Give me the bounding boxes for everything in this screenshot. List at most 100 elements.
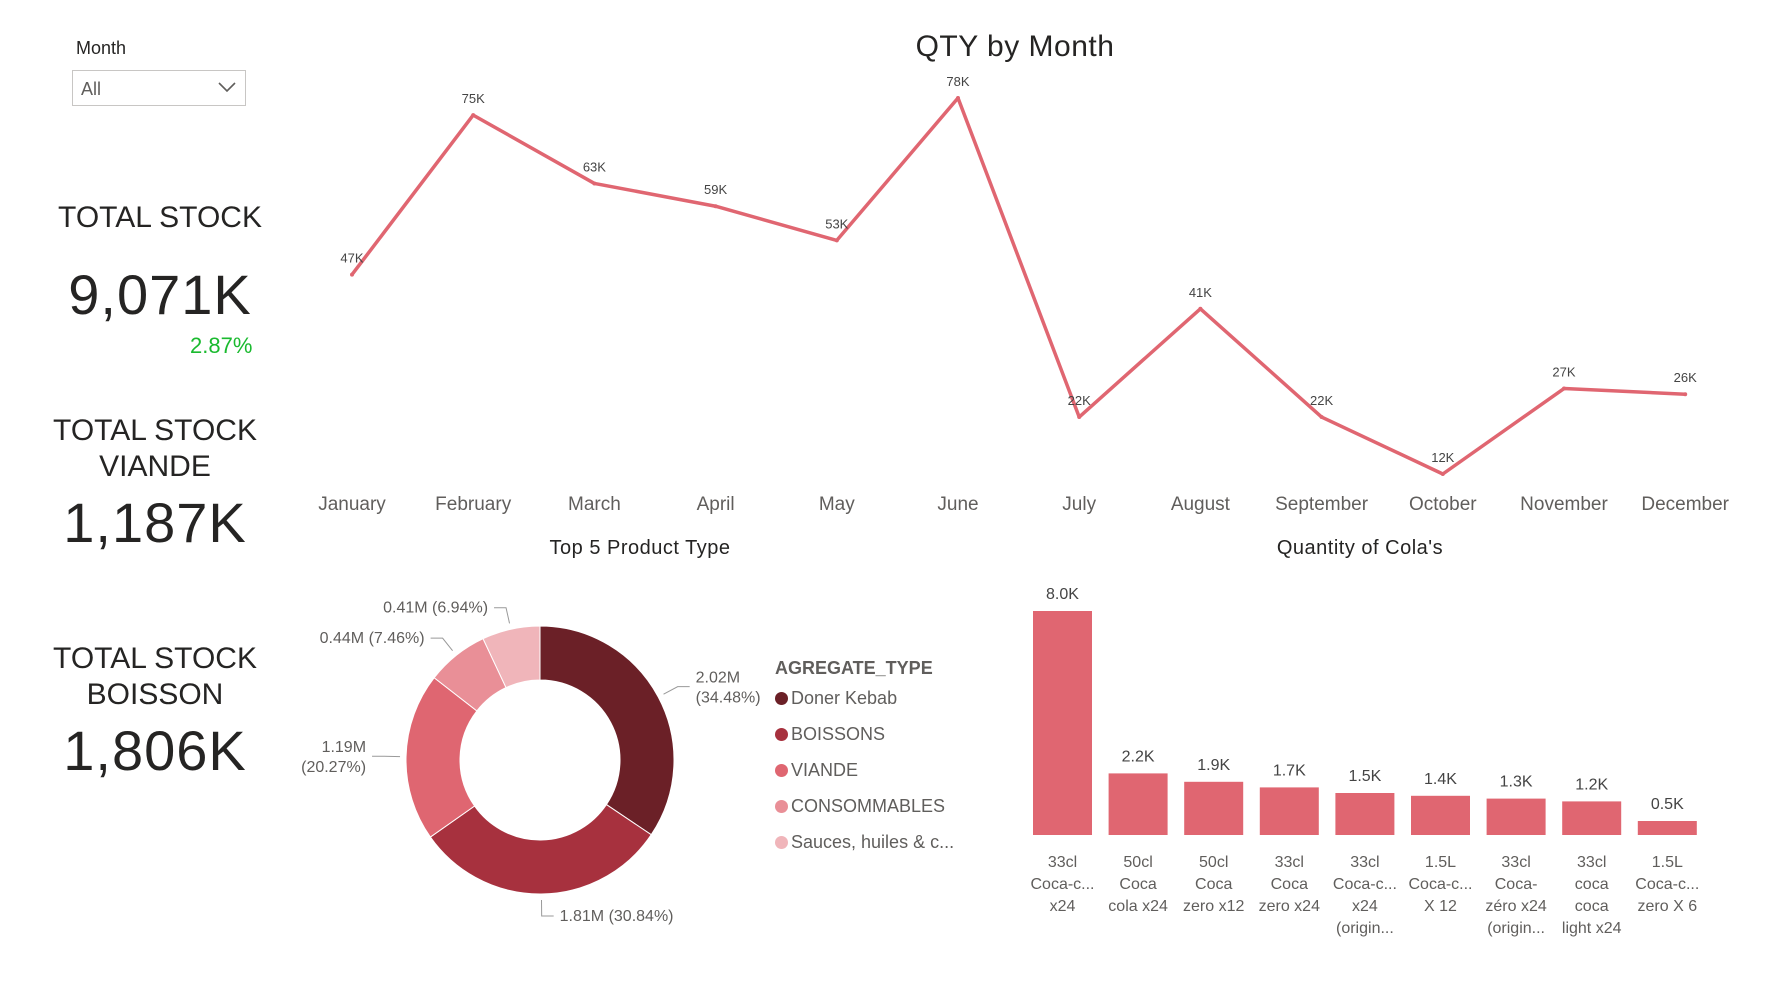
x-axis-tick-label: January: [318, 494, 386, 515]
line-data-label: 78K: [946, 74, 969, 89]
x-axis-tick-label: March: [568, 494, 621, 515]
total-stock-boisson-title: TOTAL STOCK BOISSON: [35, 641, 275, 713]
bar-data-label: 2.2K: [1122, 748, 1155, 765]
cola-bar[interactable]: [1411, 795, 1470, 835]
x-axis-tick-label: July: [1062, 494, 1096, 515]
legend-label: CONSOMMABLES: [791, 796, 946, 816]
cola-bar[interactable]: [1259, 787, 1319, 835]
line-point[interactable]: [713, 204, 718, 209]
legend-label: VIANDE: [791, 760, 859, 780]
line-data-label: 75K: [462, 91, 485, 106]
legend-dot-icon: [775, 836, 788, 849]
total-stock-viande-title-line2: VIANDE: [99, 450, 211, 483]
x-axis-tick-label: September: [1275, 494, 1369, 515]
donut-leader-line: [540, 899, 554, 917]
bar-category-label: 33cl Coca zero x24: [1259, 854, 1320, 915]
legend-label: Sauces, huiles & c...: [791, 832, 955, 852]
line-data-label: 27K: [1552, 365, 1575, 380]
legend-label: BOISSONS: [791, 724, 886, 744]
total-stock-viande-title-line1: TOTAL STOCK: [53, 414, 257, 447]
cola-bar[interactable]: [1184, 781, 1244, 835]
bar-category-label: 1.5L Coca-c... zero X 6: [1635, 854, 1699, 915]
line-data-label: 12K: [1431, 450, 1454, 465]
line-data-label: 26K: [1674, 370, 1697, 385]
total-stock-viande-title: TOTAL STOCK VIANDE: [35, 413, 275, 485]
line-data-label: 63K: [583, 159, 606, 174]
x-axis-tick-label: December: [1641, 494, 1729, 515]
total-stock-boisson-title-line2: BOISSON: [86, 678, 224, 711]
line-point[interactable]: [471, 113, 476, 118]
cola-bar[interactable]: [1562, 801, 1622, 835]
qty-line-series: [350, 96, 1686, 476]
bar-data-label: 1.7K: [1273, 762, 1306, 779]
legend-item[interactable]: Sauces, huiles & c...: [775, 832, 954, 853]
month-slicer-label: Month: [76, 38, 127, 58]
total-stock-value: 9,071K: [68, 263, 252, 326]
top-5-product-type-chart: 2.02M (34.48%) 1.81M (30.84%) 1.19M (20.27%)…: [301, 600, 760, 925]
cola-bar[interactable]: [1637, 821, 1697, 835]
line-data-label: 41K: [1189, 285, 1212, 300]
month-slicer-dropdown[interactable]: All: [72, 70, 246, 106]
bar-category-label: 33cl Coca-c... x24: [1030, 854, 1094, 915]
bar-data-label: 1.5K: [1348, 768, 1381, 785]
bar-data-label: 0.5K: [1651, 796, 1684, 813]
cola-bar[interactable]: [1108, 773, 1168, 835]
bar-data-label: 1.3K: [1500, 774, 1533, 791]
donut-data-label: 0.44M (7.46%): [320, 630, 425, 647]
donut-legend-title: AGREGATE_TYPE: [775, 658, 933, 678]
legend-label: Doner Kebab: [791, 688, 898, 708]
bar-category-label: 33cl Coca-zéro x24 (origin...: [1485, 854, 1546, 937]
line-point[interactable]: [592, 181, 597, 186]
legend-item[interactable]: Doner Kebab: [775, 688, 897, 709]
cola-bar[interactable]: [1033, 611, 1092, 835]
total-stock-change: 2.87%: [190, 333, 253, 358]
bar-category-label: 50cl Coca zero x12: [1183, 854, 1244, 915]
qty-by-month-chart: 47K January 75K February 63K March 59K April 53K…: [318, 74, 1729, 515]
x-axis-tick-label: April: [697, 494, 735, 515]
bar-category-label: 33cl coca coca light x24: [1562, 854, 1622, 937]
legend-item[interactable]: BOISSONS: [775, 724, 885, 745]
quantity-of-colas-chart: 8.0K 33cl Coca-c... x24 2.2K 50cl Coca cola x24…: [1030, 586, 1699, 937]
line-point[interactable]: [956, 96, 960, 100]
donut-data-label: 0.41M (6.94%): [383, 600, 488, 617]
legend-dot-icon: [775, 800, 788, 813]
line-point[interactable]: [834, 238, 839, 243]
bar-data-label: 1.2K: [1575, 776, 1608, 793]
line-point[interactable]: [1683, 392, 1688, 397]
total-stock-viande-value: 1,187K: [63, 491, 247, 554]
donut-slice[interactable]: [482, 625, 541, 689]
bar-category-label: 50cl Coca cola x24: [1108, 854, 1168, 915]
line-data-label: 59K: [704, 182, 727, 197]
donut-data-label: 2.02M (34.48%): [696, 670, 760, 707]
bar-category-label: 1.5L Coca-c... X 12: [1408, 854, 1472, 915]
x-axis-tick-label: June: [937, 494, 978, 515]
line-point[interactable]: [350, 272, 354, 277]
legend-item[interactable]: VIANDE: [775, 760, 858, 781]
quantity-of-colas-title: Quantity of Cola's: [1276, 537, 1444, 559]
donut-slice[interactable]: [539, 625, 675, 836]
donut-leader-line: [430, 637, 453, 651]
line-point[interactable]: [1440, 472, 1445, 476]
donut-leader-line: [494, 607, 511, 624]
line-point[interactable]: [1562, 386, 1566, 391]
line-point[interactable]: [1077, 415, 1082, 420]
cola-bar[interactable]: [1486, 798, 1546, 835]
bar-category-label: 33cl Coca-c... x24 (origin...: [1333, 854, 1397, 937]
x-axis-tick-label: October: [1409, 494, 1477, 515]
legend-dot-icon: [775, 764, 788, 777]
bar-data-label: 1.9K: [1197, 757, 1230, 774]
x-axis-tick-label: November: [1520, 494, 1608, 515]
donut-leader-line: [663, 686, 690, 695]
legend-item[interactable]: CONSOMMABLES: [775, 796, 945, 817]
cola-bar[interactable]: [1335, 793, 1395, 835]
x-axis-tick-label: February: [435, 494, 512, 515]
qty-by-month-title: QTY by Month: [915, 30, 1115, 63]
x-axis-tick-label: August: [1171, 494, 1231, 515]
month-slicer-value: All: [81, 79, 102, 99]
donut-slice[interactable]: [429, 803, 652, 895]
line-point[interactable]: [1198, 306, 1203, 311]
line-point[interactable]: [1319, 415, 1324, 420]
total-stock-boisson-title-line1: TOTAL STOCK: [53, 642, 257, 675]
bar-data-label: 8.0K: [1046, 586, 1079, 603]
legend-dot-icon: [775, 728, 788, 741]
